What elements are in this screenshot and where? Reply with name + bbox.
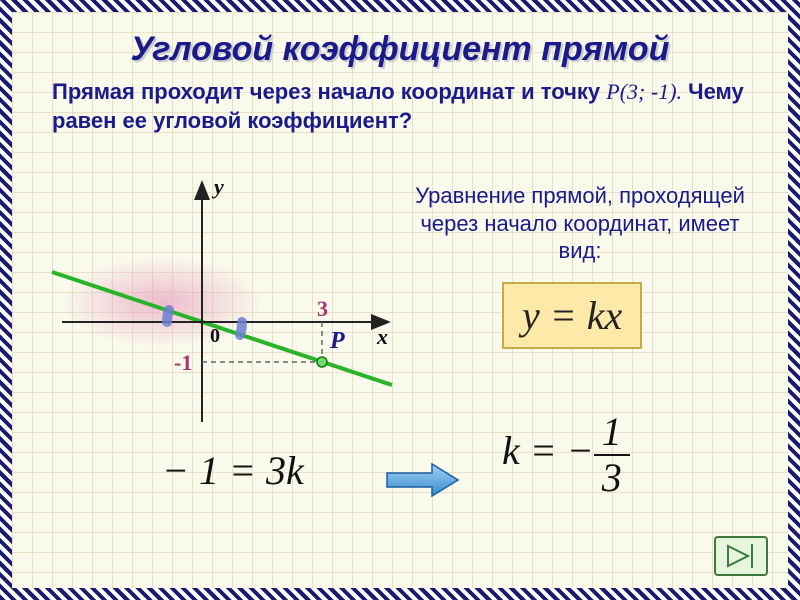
x-axis-label: х xyxy=(376,324,388,349)
implies-arrow-icon xyxy=(382,460,462,500)
fraction-den: 3 xyxy=(594,456,630,498)
equation-2: k = −13 xyxy=(502,412,630,498)
coordinate-graph: у х 0 3 -1 Р xyxy=(42,172,402,432)
origin-label: 0 xyxy=(210,325,220,347)
subtitle-part1: Прямая проходит через начало координат и… xyxy=(52,79,606,104)
page-title: Угловой коэффициент прямой xyxy=(12,30,788,69)
eq2-lhs: k = − xyxy=(502,428,594,473)
explanation-text: Уравнение прямой, проходящей через начал… xyxy=(412,182,748,265)
point-p xyxy=(317,357,327,367)
point-ref: Р(3; -1). xyxy=(606,79,682,104)
formula: y = kx xyxy=(522,293,622,338)
next-button[interactable] xyxy=(714,536,768,576)
fraction: 13 xyxy=(594,412,630,498)
point-p-label: Р xyxy=(329,328,345,354)
angle-arc-icon xyxy=(240,322,242,335)
formula-box: y = kx xyxy=(502,282,642,349)
y-axis-label: у xyxy=(211,174,224,199)
y-tick-neg1: -1 xyxy=(174,350,192,375)
fraction-num: 1 xyxy=(594,412,630,456)
x-tick-3: 3 xyxy=(317,296,328,321)
problem-text: Прямая проходит через начало координат и… xyxy=(52,78,748,135)
angle-arc-icon-2 xyxy=(167,310,169,322)
equation-1: − 1 = 3k xyxy=(162,447,304,494)
